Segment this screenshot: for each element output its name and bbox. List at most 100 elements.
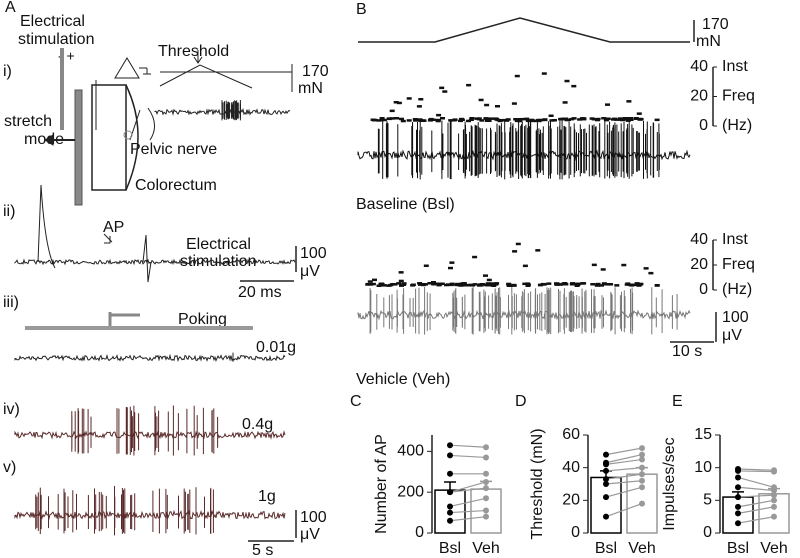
freq-dot — [497, 119, 503, 123]
label: Colorectum — [135, 177, 217, 194]
freq-dot — [514, 119, 520, 123]
freq-dot — [365, 283, 371, 286]
freq-dot — [417, 283, 423, 286]
freq-dot — [486, 119, 492, 122]
freq-dot — [505, 118, 511, 121]
freq-dot — [406, 119, 412, 122]
freq-dot — [605, 103, 610, 106]
freq-dot — [418, 98, 424, 101]
panel-label: A — [5, 0, 16, 16]
freq-dot — [472, 255, 478, 259]
scale-label: 100 — [722, 309, 749, 326]
freq-dot — [379, 117, 385, 120]
pair-line — [605, 458, 643, 465]
freq-dot — [549, 119, 555, 122]
label: Pelvic nerve — [130, 141, 217, 158]
freq-dot — [479, 119, 485, 122]
freq-dot — [485, 282, 491, 285]
probe — [108, 312, 140, 326]
freq-dot — [636, 112, 642, 115]
freq-dot — [458, 284, 464, 287]
pair-line — [737, 499, 775, 508]
freq-dot — [417, 118, 423, 122]
freq-dot — [506, 283, 512, 286]
freq-dot — [439, 86, 445, 90]
scale-label: 170 — [702, 16, 729, 33]
x-tick-label: Bsl — [727, 540, 749, 557]
pair-line — [737, 468, 775, 471]
point — [771, 487, 777, 494]
freq-dot — [431, 281, 436, 284]
freq-dot — [570, 282, 575, 285]
freq-dot — [448, 119, 454, 122]
freq-dot — [431, 283, 437, 286]
panel-label: B — [356, 1, 367, 18]
freq-dot — [421, 119, 427, 122]
freq-dot — [435, 119, 441, 123]
scale-label: 5 s — [252, 542, 273, 558]
point — [447, 509, 453, 516]
point — [483, 513, 489, 520]
freq-dot — [636, 284, 642, 287]
pair-line — [737, 506, 775, 514]
freq-dot — [634, 282, 640, 285]
freq-dot — [603, 283, 609, 286]
y-tick-label: 40 — [562, 459, 580, 476]
point — [639, 464, 645, 471]
panel-label: D — [515, 393, 527, 410]
trace — [357, 287, 691, 335]
freq-dot — [581, 117, 587, 120]
freq-dot — [522, 282, 528, 286]
freq-dot — [599, 284, 604, 287]
pair-line — [605, 486, 643, 498]
point — [639, 500, 645, 507]
scale-bar — [240, 246, 297, 542]
pair-line — [605, 480, 643, 485]
freq-dot — [590, 283, 596, 286]
freq-dot — [638, 282, 644, 286]
freq-dot — [513, 118, 519, 121]
freq-dot — [448, 266, 453, 270]
freq-dot — [401, 282, 407, 285]
point — [447, 442, 453, 449]
pair-line — [449, 509, 487, 514]
freq-tick-label: 40 — [690, 231, 708, 248]
point — [735, 467, 741, 474]
freq-label: (Hz) — [722, 117, 752, 134]
freq-dot — [569, 117, 575, 121]
freq-dot — [614, 118, 620, 121]
freq-dot — [506, 284, 512, 287]
freq-dot — [381, 284, 387, 287]
freq-dot — [654, 118, 660, 122]
freq-dot — [561, 117, 567, 121]
x-tick-label: Veh — [760, 540, 788, 557]
freq-dot — [511, 284, 517, 287]
freq-dot — [522, 264, 528, 268]
freq-dot — [524, 117, 530, 121]
freq-dot — [449, 282, 455, 286]
freq-dot — [381, 118, 387, 122]
point — [483, 470, 489, 477]
freq-dot — [480, 283, 486, 286]
force-ramp — [358, 17, 717, 343]
freq-dot — [474, 117, 480, 120]
point — [771, 513, 777, 520]
y-tick-label: 0 — [703, 524, 712, 541]
pair-line — [449, 454, 487, 459]
label: Electrical — [20, 13, 85, 30]
point — [603, 461, 609, 468]
point — [483, 444, 489, 451]
scale-label: μV — [300, 263, 320, 280]
freq-dot — [622, 117, 628, 120]
freq-dot — [557, 283, 563, 286]
freq-dot — [637, 117, 643, 121]
freq-tick-label: 20 — [690, 256, 708, 273]
label: Threshold — [158, 43, 229, 60]
freq-dot — [386, 117, 392, 120]
pair-line — [449, 516, 487, 522]
trace — [14, 485, 286, 536]
freq-dot — [538, 118, 544, 122]
point — [603, 513, 609, 520]
